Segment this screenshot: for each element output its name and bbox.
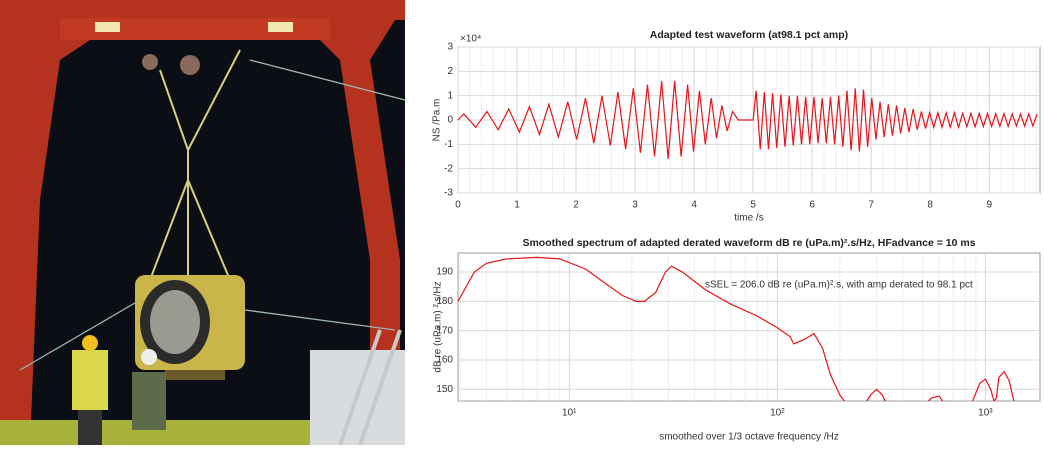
base bbox=[165, 370, 225, 380]
x-tick-label: 4 bbox=[691, 200, 697, 211]
chart-title: Smoothed spectrum of adapted derated wav… bbox=[522, 237, 975, 249]
y-tick-label: 190 bbox=[436, 267, 453, 278]
light bbox=[95, 22, 120, 32]
helmet bbox=[82, 335, 98, 351]
x-tick-label: 1 bbox=[514, 200, 520, 211]
x-axis-label: time /s bbox=[734, 213, 763, 224]
y-tick-label: 1 bbox=[447, 90, 453, 101]
x-tick-label: 3 bbox=[632, 200, 638, 211]
chart-title: Adapted test waveform (at98.1 pct amp) bbox=[650, 29, 848, 41]
x-tick-label: 5 bbox=[750, 200, 756, 211]
x-tick-label: 0 bbox=[455, 200, 461, 211]
annotation: sSEL = 206.0 dB re (uPa.m)².s, with amp … bbox=[705, 280, 973, 291]
y-scale-label: ×10⁴ bbox=[460, 34, 481, 45]
y-tick-label: -2 bbox=[444, 163, 453, 174]
helmet bbox=[141, 349, 157, 365]
worker bbox=[132, 372, 166, 430]
x-tick-label: 10² bbox=[770, 408, 785, 419]
photo bbox=[0, 0, 405, 445]
y-axis-label: NS /Pa.m bbox=[432, 99, 443, 142]
x-axis-label: smoothed over 1/3 octave frequency /Hz bbox=[659, 432, 839, 443]
x-tick-label: 10³ bbox=[978, 408, 993, 419]
y-tick-label: 3 bbox=[447, 42, 453, 53]
x-tick-label: 9 bbox=[986, 200, 992, 211]
page: 0 1 2 3 4 5 6 7 8 9 -3 -2 -1 0 1 2 3 Adapted test wavefor… bbox=[0, 0, 1044, 445]
x-tick-label: 6 bbox=[809, 200, 815, 211]
y-tick-label: -1 bbox=[444, 139, 453, 150]
x-tick-label: 2 bbox=[573, 200, 579, 211]
light bbox=[268, 22, 293, 32]
pulley bbox=[180, 55, 200, 75]
y-tick-label: -3 bbox=[444, 188, 453, 199]
x-tick-label: 8 bbox=[927, 200, 933, 211]
x-tick-label: 7 bbox=[868, 200, 874, 211]
y-tick-label: 150 bbox=[436, 384, 453, 395]
y-axis-label: dB re (uPa.m) ².s/Hz bbox=[433, 281, 444, 372]
worker-legs bbox=[78, 410, 102, 445]
x-tick-label: 10¹ bbox=[562, 408, 577, 419]
source-face bbox=[150, 290, 200, 354]
y-tick-label: 0 bbox=[447, 115, 453, 126]
worker bbox=[72, 350, 108, 410]
y-tick-label: 2 bbox=[447, 66, 453, 77]
pulley bbox=[142, 54, 158, 70]
